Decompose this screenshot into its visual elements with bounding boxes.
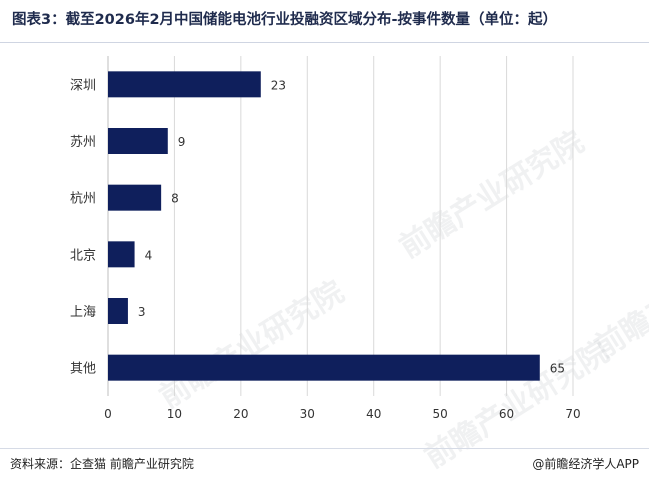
y-tick-label: 其他: [70, 362, 96, 377]
y-tick-label: 上海: [70, 305, 96, 320]
y-tick-label: 北京: [70, 248, 96, 263]
bar: [108, 71, 261, 98]
y-tick-label: 杭州: [70, 192, 96, 207]
data-label: 4: [145, 248, 153, 262]
y-tick-label: 苏州: [70, 134, 96, 150]
credit-note: @前瞻经济学人APP: [532, 457, 639, 471]
bar: [108, 128, 168, 154]
y-tick-label: 深圳: [70, 78, 96, 93]
x-tick-label: 0: [104, 407, 112, 421]
data-label: 3: [138, 305, 146, 319]
bar-chart: 0 10 20 30 40 50 60 70 深圳 23 苏州 9 杭州 8 北京 4 上海 3 其他 65: [70, 56, 581, 421]
footer-divider: [0, 448, 649, 449]
data-label: 23: [271, 78, 286, 92]
x-tick-label: 10: [167, 407, 182, 421]
data-label: 9: [178, 135, 186, 149]
bar: [108, 184, 162, 211]
chart-title: 图表3：截至2026年2月中国储能电池行业投融资区域分布-按事件数量（单位：起）: [12, 12, 558, 28]
title-divider: [0, 42, 649, 43]
x-tick-label: 50: [433, 407, 448, 421]
source-note: 资料来源：企查猫 前瞻产业研究院: [10, 457, 194, 471]
data-label: 65: [550, 362, 565, 376]
x-tick-label: 20: [233, 407, 248, 421]
x-tick-label: 30: [300, 407, 315, 421]
x-tick-label: 40: [366, 407, 381, 421]
bar: [108, 298, 128, 324]
x-tick-label: 60: [499, 407, 514, 421]
bar: [108, 354, 540, 381]
data-label: 8: [171, 192, 179, 206]
bar: [108, 241, 135, 268]
x-tick-label: 70: [565, 407, 580, 421]
